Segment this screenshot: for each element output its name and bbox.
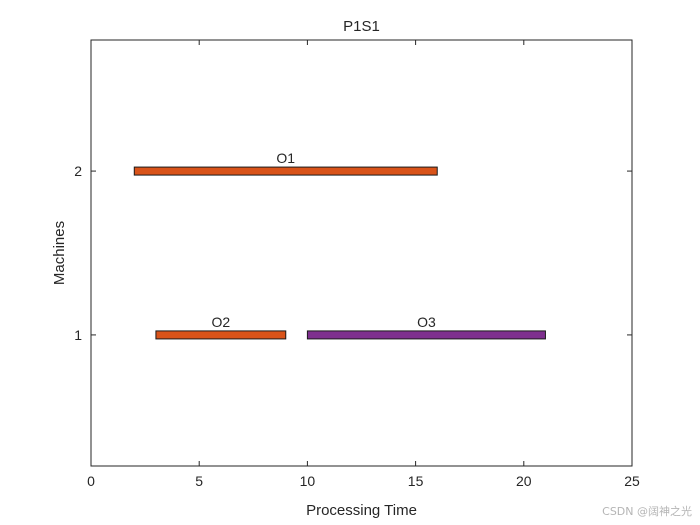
x-tick-label: 10 — [300, 473, 316, 489]
task-label-o2: O2 — [211, 314, 230, 330]
plot-area — [90, 39, 633, 467]
task-label-o3: O3 — [417, 314, 436, 330]
x-tick-label: 0 — [87, 473, 95, 489]
x-tick-label: 15 — [408, 473, 424, 489]
task-bar-o2 — [155, 330, 287, 340]
x-axis-label: Processing Time — [306, 502, 417, 519]
chart-title: P1S1 — [343, 18, 380, 35]
task-bar-o1 — [133, 166, 438, 176]
axis-ticks: 0 5 10 15 20 25 1 2 — [74, 40, 640, 489]
y-axis-label: Machines — [51, 221, 68, 285]
y-tick-label: 2 — [74, 163, 82, 179]
task-bar-o3 — [306, 330, 546, 340]
task-bars: O1 O2 O3 — [133, 150, 546, 340]
x-tick-label: 25 — [624, 473, 640, 489]
task-label-o1: O1 — [276, 150, 295, 166]
x-tick-label: 20 — [516, 473, 532, 489]
x-tick-label: 5 — [195, 473, 203, 489]
y-tick-label: 1 — [74, 327, 82, 343]
watermark: CSDN @阔神之光 — [602, 505, 692, 518]
